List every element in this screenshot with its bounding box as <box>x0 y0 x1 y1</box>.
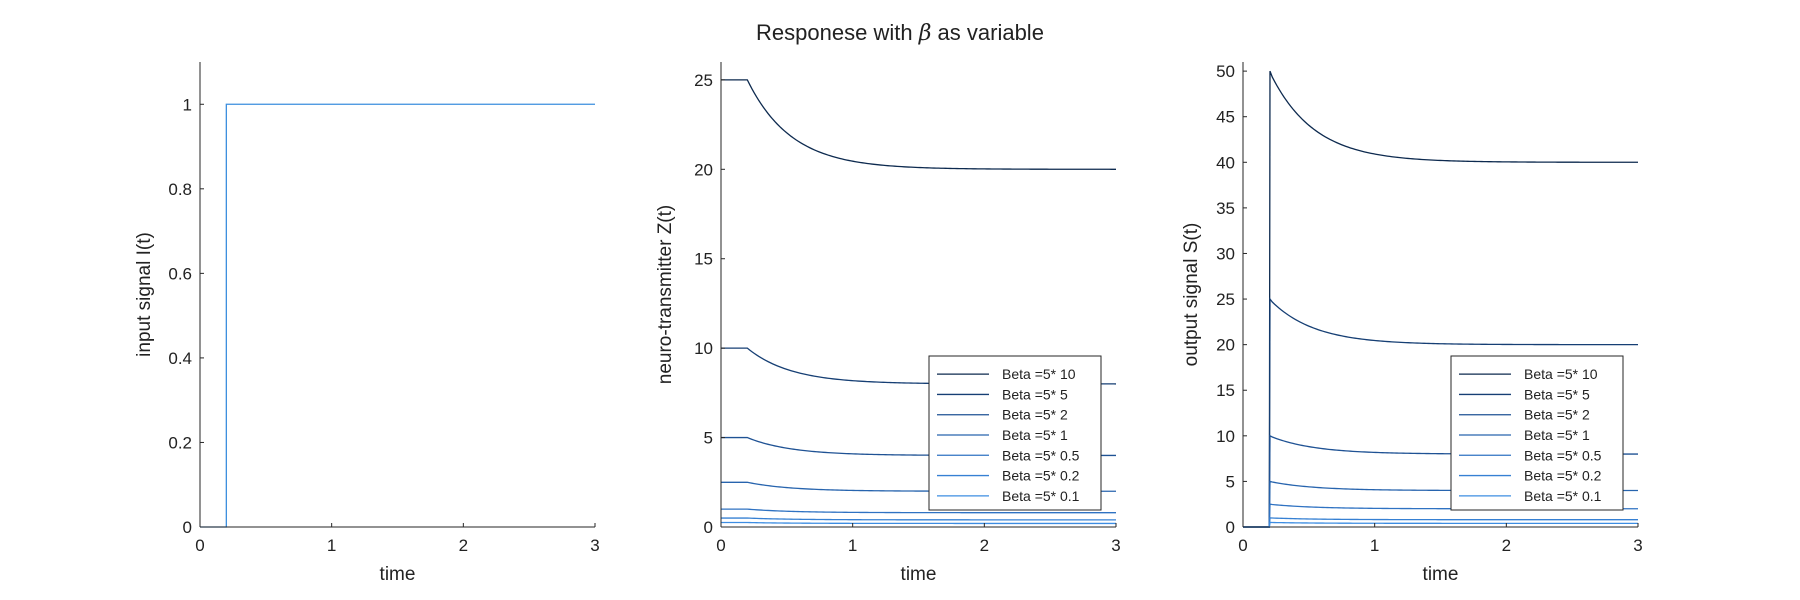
x-tick-label-3: 3 <box>1633 536 1642 555</box>
legend-entry-6: Beta =5* 0.1 <box>1524 488 1602 504</box>
legend-entry-3: Beta =5* 1 <box>1524 427 1590 443</box>
x-tick-label-3: 3 <box>590 536 599 555</box>
y-tick-label-5: 25 <box>694 71 713 90</box>
y-tick-label-8: 40 <box>1216 153 1235 172</box>
y-tick-label-4: 20 <box>1216 336 1235 355</box>
y-tick-label-2: 0.4 <box>168 349 192 368</box>
x-tick-label-0: 0 <box>716 536 725 555</box>
series-line-1 <box>1243 297 1638 528</box>
y-tick-label-3: 0.6 <box>168 264 192 283</box>
legend-entry-2: Beta =5* 2 <box>1524 407 1590 423</box>
series-line-5 <box>721 517 1116 521</box>
legend-box <box>1450 355 1624 511</box>
legend-entry-0: Beta =5* 10 <box>1002 366 1076 382</box>
y-tick-label-1: 5 <box>704 429 713 448</box>
series-line-6 <box>1243 521 1638 528</box>
x-axis-label: time <box>901 564 937 585</box>
y-tick-label-5: 25 <box>1216 290 1235 309</box>
y-axis-label: neuro-transmitter Z(t) <box>655 205 676 384</box>
y-tick-label-9: 45 <box>1216 108 1235 127</box>
x-tick-label-2: 2 <box>459 536 468 555</box>
figure-title-prefix: Responese with <box>756 20 919 45</box>
legend: Beta =5* 10 Beta =5* 5 Beta =5* 2 Beta =5* … <box>928 355 1102 511</box>
beta-symbol: β <box>918 21 932 46</box>
x-tick-label-1: 1 <box>327 536 336 555</box>
x-tick-label-3: 3 <box>1111 536 1120 555</box>
x-tick-label-2: 2 <box>980 536 989 555</box>
input-signal-chart: 0 1 2 3 0 0.2 0.4 0.6 0.8 1 time input signal I(t) <box>134 62 600 585</box>
series-group <box>200 103 595 528</box>
figure-title: Responese with β as variable <box>756 20 1044 46</box>
y-tick-label-10: 50 <box>1216 62 1235 81</box>
x-tick-label-0: 0 <box>1238 536 1247 555</box>
y-tick-label-2: 10 <box>694 339 713 358</box>
legend-entry-6: Beta =5* 0.1 <box>1002 488 1080 504</box>
x-tick-label-2: 2 <box>1502 536 1511 555</box>
y-tick-label-7: 35 <box>1216 199 1235 218</box>
figure-title-suffix: as variable <box>931 20 1044 45</box>
x-axis-label: time <box>1423 564 1459 585</box>
series-line-4 <box>721 508 1116 514</box>
series-line-0 <box>200 103 595 528</box>
x-tick-label-0: 0 <box>195 536 204 555</box>
legend: Beta =5* 10 Beta =5* 5 Beta =5* 2 Beta =5* … <box>1450 355 1624 511</box>
y-tick-label-6: 30 <box>1216 244 1235 263</box>
legend-entry-3: Beta =5* 1 <box>1002 427 1068 443</box>
y-tick-label-4: 0.8 <box>168 180 192 199</box>
y-tick-label-3: 15 <box>1216 381 1235 400</box>
legend-entry-1: Beta =5* 5 <box>1002 386 1068 402</box>
y-tick-label-1: 5 <box>1226 472 1235 491</box>
y-tick-label-3: 15 <box>694 250 713 269</box>
legend-entry-0: Beta =5* 10 <box>1524 366 1598 382</box>
series-line-6 <box>721 521 1116 525</box>
legend-entry-2: Beta =5* 2 <box>1002 407 1068 423</box>
series-line-0 <box>721 79 1116 170</box>
y-tick-label-1: 0.2 <box>168 433 192 452</box>
legend-entry-1: Beta =5* 5 <box>1524 386 1590 402</box>
neurotransmitter-chart: 0 1 2 3 0 5 10 15 20 25 time neuro-transmitter Z(t)… <box>655 62 1121 585</box>
y-tick-label-2: 10 <box>1216 427 1235 446</box>
series-line-0 <box>1243 70 1638 528</box>
legend-entry-4: Beta =5* 0.5 <box>1524 447 1602 463</box>
y-tick-label-0: 0 <box>704 518 713 537</box>
x-tick-label-1: 1 <box>848 536 857 555</box>
x-tick-label-1: 1 <box>1370 536 1379 555</box>
y-tick-label-4: 20 <box>694 160 713 179</box>
y-axis-label: input signal I(t) <box>134 232 155 357</box>
legend-entry-5: Beta =5* 0.2 <box>1524 468 1602 484</box>
legend-box <box>928 355 1102 511</box>
legend-entry-5: Beta =5* 0.2 <box>1002 468 1080 484</box>
y-axis-label: output signal S(t) <box>1181 223 1202 367</box>
y-tick-label-5: 1 <box>183 95 192 114</box>
legend-entry-4: Beta =5* 0.5 <box>1002 447 1080 463</box>
y-tick-label-0: 0 <box>183 518 192 537</box>
x-axis-label: time <box>380 564 416 585</box>
y-tick-label-0: 0 <box>1226 518 1235 537</box>
series-line-5 <box>1243 517 1638 528</box>
